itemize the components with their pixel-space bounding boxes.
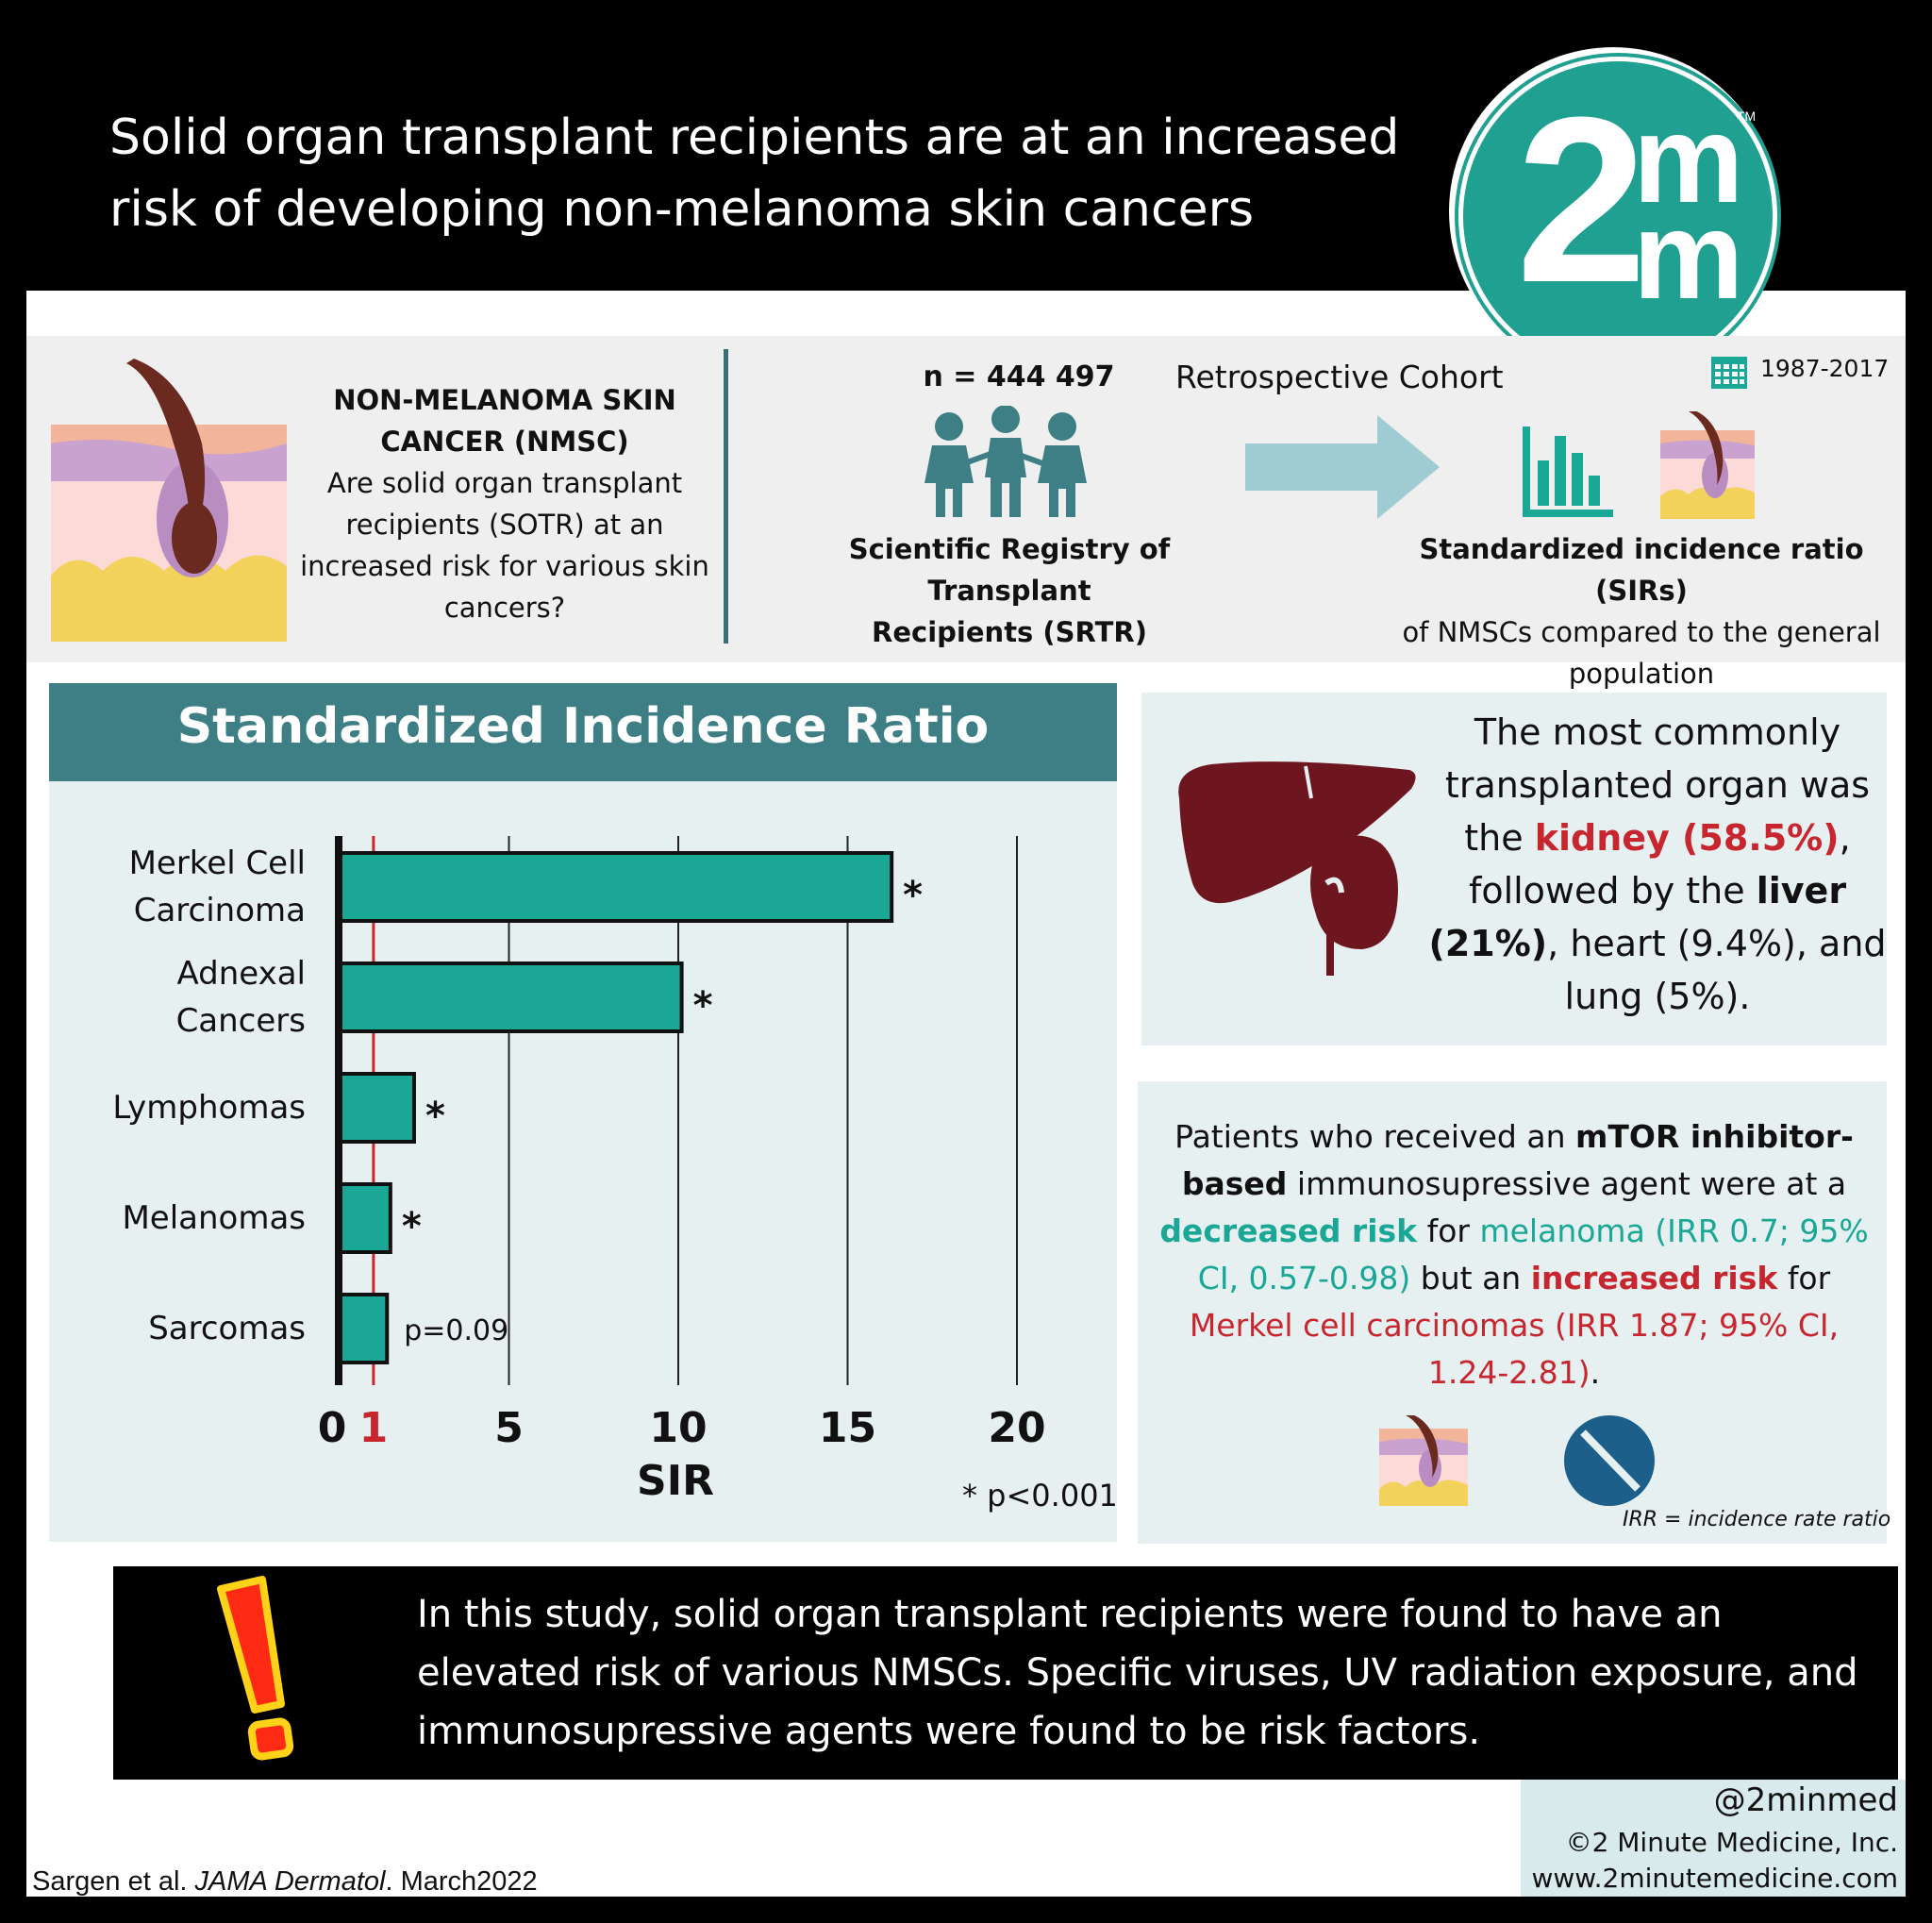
study-design: Retrospective Cohort [1175, 359, 1504, 395]
tick-label-5: 5 [494, 1404, 524, 1452]
mtor-drug: mTOR inhibitor-based [1181, 1118, 1854, 1202]
logo-trademark: TM [1737, 109, 1757, 124]
nmsc-heading: NON-MELANOMA SKIN CANCER (NMSC) [292, 379, 717, 462]
calendar-icon [1711, 357, 1747, 389]
organ-distribution-text: The most commonly transplanted organ was… [1426, 706, 1889, 1023]
mtor-t11: . [1590, 1354, 1601, 1391]
category-label-3-line-0: Melanomas [122, 1199, 306, 1237]
registry-name: Scientific Registry of Transplant Recipi… [774, 528, 1245, 653]
significance-footnote: * p<0.001 [962, 1478, 1118, 1513]
decreased-risk: decreased risk [1159, 1212, 1418, 1249]
logo-m-top: m [1633, 90, 1744, 228]
conclusion-bar [113, 1566, 1898, 1780]
organ-text-b: , followed by the [1468, 817, 1851, 911]
category-label-2-line-0: Lymphomas [112, 1089, 306, 1127]
category-label-3: Melanomas [122, 1195, 306, 1242]
registry-line-2: Recipients (SRTR) [872, 616, 1147, 648]
mtor-panel [1138, 1081, 1887, 1544]
bar-chart-icon [1523, 426, 1613, 517]
title-line-1: Solid organ transplant recipients are at… [109, 109, 1400, 166]
x-axis-label: SIR [637, 1457, 714, 1505]
section-divider [724, 349, 728, 644]
outcome-bold: Standardized incidence ratio (SIRs) [1419, 533, 1864, 607]
tick-label-10: 10 [649, 1404, 708, 1452]
arrow-icon [1245, 415, 1440, 519]
mtor-t7: but an [1410, 1260, 1531, 1296]
mtor-t5: for [1417, 1212, 1480, 1249]
category-label-0: Merkel Cell Carcinoma [129, 840, 306, 934]
category-label-1: Adnexal Cancers [176, 950, 306, 1045]
copyright: ©2 Minute Medicine, Inc. [1565, 1827, 1898, 1858]
category-label-1-line-0: Adnexal [176, 955, 306, 993]
chart-header [49, 683, 1117, 781]
mtor-finding-text: Patients who received an mTOR inhibitor-… [1151, 1113, 1877, 1396]
category-label-4-line-0: Sarcomas [148, 1310, 306, 1347]
mtor-t3: immunosupressive agent were at a [1287, 1165, 1847, 1202]
organ-text-c: , heart (9.4%), and lung (5%). [1547, 923, 1887, 1017]
exclamation-icon [217, 1576, 294, 1761]
registry-line-1: Scientific Registry of Transplant [848, 533, 1171, 607]
liver-kidney-icon [1178, 761, 1416, 976]
title-line-2: risk of developing non-melanoma skin can… [109, 181, 1255, 238]
social-handle: @2minmed [1713, 1781, 1898, 1819]
research-question: Are solid organ transplant recipients (S… [300, 467, 709, 624]
nmsc-heading-line-1: NON-MELANOMA SKIN [333, 384, 676, 416]
skin-hair-icon [51, 359, 287, 642]
footer-box [1521, 1780, 1906, 1897]
skin-small-icon [1379, 1415, 1468, 1506]
2mm-logo: 2 m m TM [1458, 57, 1777, 376]
page-title: Solid organ transplant recipients are at… [109, 102, 1430, 245]
tick-label-15: 15 [818, 1404, 877, 1452]
category-label-4: Sarcomas [148, 1305, 306, 1352]
citation-journal: JAMA Dermatol [194, 1866, 386, 1897]
study-years: 1987-2017 [1760, 355, 1890, 382]
citation: Sargen et al. JAMA Dermatol. March2022 [32, 1866, 538, 1898]
melanoma-irr: melanoma (IRR 0.7; 95% CI, 0.57-0.98) [1197, 1212, 1869, 1296]
irr-definition: IRR = incidence rate ratio [1623, 1508, 1891, 1531]
conclusion-text: In this study, solid organ transplant re… [417, 1593, 1858, 1753]
citation-date: . March2022 [385, 1866, 538, 1897]
skin-icon [1660, 411, 1755, 519]
category-label-0-line-1: Carcinoma [133, 892, 306, 929]
organ-text-a: The most commonly transplanted organ was… [1444, 711, 1871, 859]
outcome-description: Standardized incidence ratio (SIRs) of N… [1377, 528, 1906, 694]
merkel-irr: Merkel cell carcinomas (IRR 1.87; 95% CI… [1189, 1307, 1840, 1391]
website-link[interactable]: www.2minutemedicine.com [1531, 1863, 1899, 1894]
mtor-t9: for [1777, 1260, 1831, 1296]
increased-risk: increased risk [1530, 1260, 1778, 1296]
chart-title: Standardized Incidence Ratio [176, 698, 990, 755]
pill-icon [1564, 1415, 1655, 1506]
category-label-0-line-0: Merkel Cell [128, 844, 306, 882]
category-label-1-line-1: Cancers [175, 1002, 306, 1040]
tick-label-20: 20 [988, 1404, 1046, 1452]
tick-label-1: 1 [358, 1404, 389, 1452]
kidney-highlight: kidney (58.5%) [1534, 817, 1840, 859]
people-icon [924, 406, 1087, 517]
chart-panel [49, 683, 1117, 1542]
tick-label-0: 0 [317, 1404, 347, 1452]
citation-authors: Sargen et al. [32, 1866, 195, 1897]
category-label-2: Lymphomas [112, 1084, 306, 1131]
mtor-t1: Patients who received an [1174, 1118, 1575, 1155]
sample-size: n = 444 497 [923, 360, 1115, 393]
nmsc-heading-line-2: CANCER (NMSC) [380, 426, 629, 458]
logo-digit: 2 [1516, 68, 1648, 331]
logo-m-bottom: m [1633, 186, 1744, 325]
outcome-rest: of NMSCs compared to the general populat… [1402, 616, 1881, 690]
liver-highlight: liver (21%) [1428, 870, 1847, 964]
